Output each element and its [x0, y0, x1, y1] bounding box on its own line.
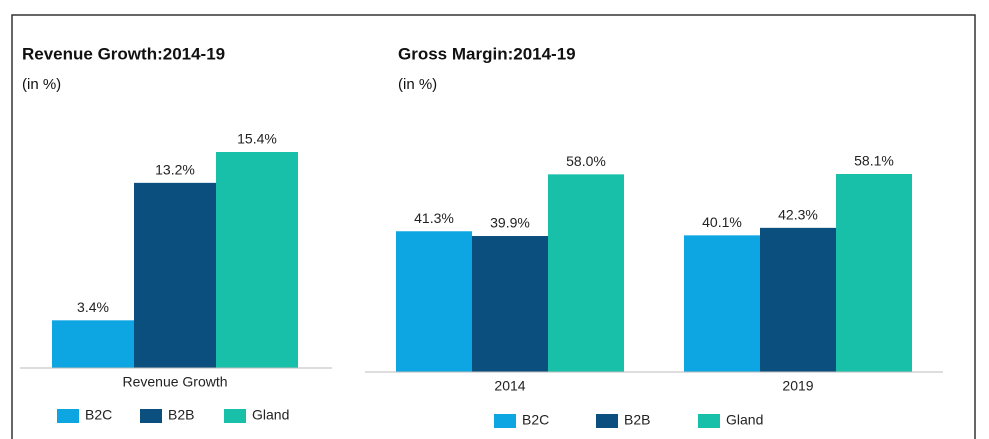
category-label: 2019 — [782, 378, 813, 394]
data-label: 3.4% — [77, 299, 109, 315]
bar — [396, 231, 472, 372]
data-label: 15.4% — [237, 131, 277, 147]
bar — [472, 236, 548, 372]
data-label: 42.3% — [778, 207, 818, 223]
data-label: 41.3% — [414, 210, 454, 226]
legend-label: B2B — [168, 407, 194, 423]
data-label: 13.2% — [155, 162, 195, 178]
legend-label: B2B — [624, 412, 650, 428]
bar — [548, 174, 624, 372]
chart-title: Revenue Growth:2014-19 — [22, 44, 225, 63]
bar — [134, 182, 216, 368]
legend-swatch — [224, 409, 246, 423]
legend-swatch — [140, 409, 162, 423]
data-label: 58.1% — [854, 153, 894, 169]
category-label: Revenue Growth — [122, 374, 227, 390]
bar — [684, 235, 760, 372]
legend-swatch — [698, 414, 720, 428]
legend-swatch — [57, 409, 79, 423]
data-label: 58.0% — [566, 153, 606, 169]
bar — [760, 227, 836, 372]
chart-title: Gross Margin:2014-19 — [398, 44, 576, 63]
chart-subtitle: (in %) — [22, 76, 61, 93]
bar — [216, 152, 298, 368]
category-label: 2014 — [494, 378, 525, 394]
legend-swatch — [596, 414, 618, 428]
legend-label: B2C — [85, 407, 112, 423]
chart-subtitle: (in %) — [398, 76, 437, 93]
legend-label: Gland — [252, 407, 289, 423]
legend-label: Gland — [726, 412, 763, 428]
legend-label: B2C — [522, 412, 549, 428]
data-label: 40.1% — [702, 214, 742, 230]
bar — [836, 174, 912, 372]
bar — [52, 320, 134, 368]
data-label: 39.9% — [490, 215, 530, 231]
legend-swatch — [494, 414, 516, 428]
